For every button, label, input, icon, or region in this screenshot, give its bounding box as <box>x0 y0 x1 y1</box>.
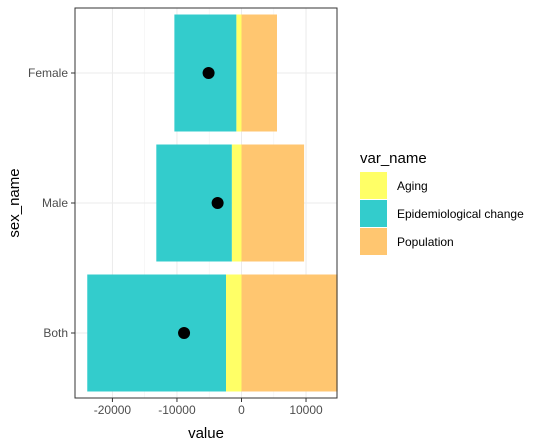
bar-epidemiological-change-both <box>87 274 227 392</box>
x-tick-label: 0 <box>238 403 245 417</box>
bar-aging-male <box>231 144 242 262</box>
y-tick-label: Female <box>28 66 68 80</box>
x-tick-label: -20000 <box>94 403 132 417</box>
legend-title: var_name <box>360 150 427 167</box>
net-point-male <box>211 197 224 209</box>
bar-population-male <box>241 144 305 262</box>
x-axis-title: value <box>188 425 224 442</box>
y-tick-label: Male <box>42 196 68 210</box>
legend-label: Aging <box>397 179 428 193</box>
net-point-female <box>202 67 215 79</box>
x-tick-label: -10000 <box>158 403 196 417</box>
bar-aging-female <box>236 14 242 132</box>
bar-aging-both <box>226 274 242 392</box>
net-point-both <box>178 327 191 339</box>
legend-label: Epidemiological change <box>397 207 524 221</box>
legend: var_name Aging Epidemiological change Popu… <box>360 150 524 255</box>
legend-swatch <box>360 172 387 199</box>
legend-label: Population <box>397 235 454 249</box>
y-axis-title: sex_name <box>6 168 23 237</box>
legend-swatch <box>360 228 387 255</box>
legend-swatch <box>360 200 387 227</box>
bar-population-both <box>241 274 338 392</box>
x-tick-label: 10000 <box>289 403 323 417</box>
y-tick-label: Both <box>43 326 68 340</box>
net-points <box>178 67 224 339</box>
bar-population-female <box>241 14 277 132</box>
axes: -20000 -10000 0 10000 Both Male Female <box>28 66 323 417</box>
